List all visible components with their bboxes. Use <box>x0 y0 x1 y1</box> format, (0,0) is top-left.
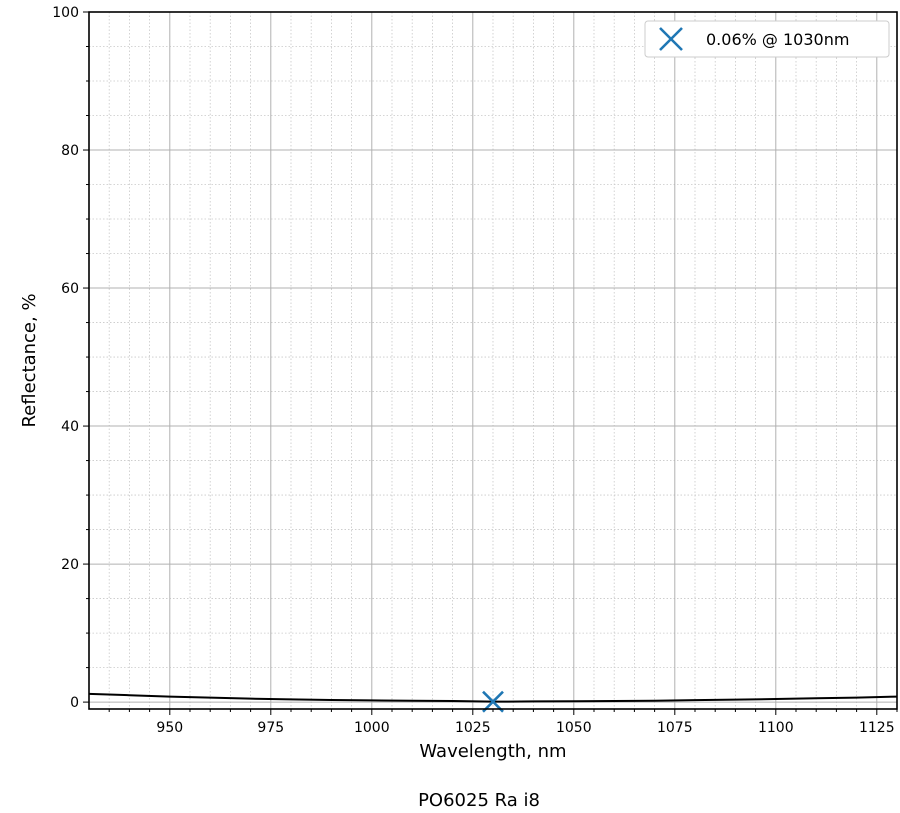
x-axis: 950 975 1000 1025 1050 1075 1100 1125 <box>108 709 898 736</box>
legend-marker-stroke <box>659 27 683 51</box>
x-tick-label: 1050 <box>556 720 592 736</box>
x-tick-label: 1000 <box>354 720 390 736</box>
y-tick-label: 80 <box>61 143 79 159</box>
x-tick-label: 1100 <box>758 720 794 736</box>
x-tick-label: 1125 <box>859 720 895 736</box>
minor-grid <box>89 12 898 709</box>
y-tick-label: 100 <box>52 5 79 21</box>
x-tick-label: 1025 <box>455 720 491 736</box>
x-tick-label: 975 <box>257 720 284 736</box>
major-grid <box>89 11 897 709</box>
x-tick-label: 950 <box>156 720 183 736</box>
y-tick-label: 20 <box>61 557 79 573</box>
legend-entry: 0.06% @ 1030nm <box>706 30 849 49</box>
chart-caption: PO6025 Ra i8 <box>418 790 540 811</box>
x-axis-label: Wavelength, nm <box>419 741 566 762</box>
y-tick-label: 0 <box>70 695 79 711</box>
legend: 0.06% @ 1030nm <box>644 20 890 58</box>
legend-x-marker-icon <box>659 27 683 51</box>
legend-box <box>644 20 890 58</box>
y-axis: 0 20 40 60 80 100 <box>52 5 89 711</box>
y-axis-label: Reflectance, % <box>19 293 40 427</box>
y-tick-label: 40 <box>61 419 79 435</box>
y-tick-label: 60 <box>61 281 79 297</box>
x-tick-label: 1075 <box>657 720 693 736</box>
